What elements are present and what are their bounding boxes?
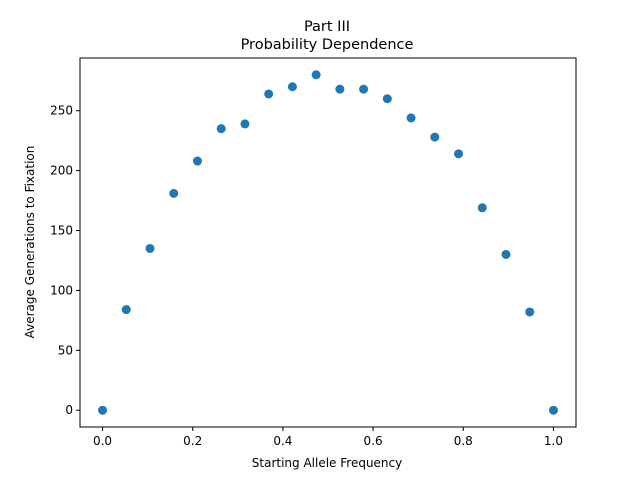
y-tick-label: 150 <box>50 224 73 238</box>
data-point <box>406 113 416 123</box>
data-point <box>359 84 369 94</box>
y-tick-label: 200 <box>50 164 73 178</box>
x-tick-label: 0.0 <box>93 434 112 448</box>
data-point <box>287 82 297 92</box>
data-point <box>311 70 321 80</box>
data-point <box>501 249 511 259</box>
x-axis-label: Starting Allele Frequency <box>252 456 402 470</box>
x-tick-label: 1.0 <box>544 434 563 448</box>
data-point <box>145 243 155 253</box>
chart-subtitle: Probability Dependence <box>241 37 414 53</box>
data-point <box>525 307 535 317</box>
data-point <box>240 119 250 129</box>
data-point <box>548 405 558 415</box>
data-point <box>169 188 179 198</box>
x-tick-label: 0.2 <box>183 434 202 448</box>
y-tick-label: 0 <box>65 403 73 417</box>
chart-title: Part III <box>304 19 350 35</box>
x-tick-label: 0.8 <box>454 434 473 448</box>
axes-frame <box>79 57 577 428</box>
x-tick-label: 0.6 <box>364 434 383 448</box>
y-axis-label: Average Generations to Fixation <box>23 146 37 339</box>
data-point <box>98 405 108 415</box>
data-point <box>477 203 487 213</box>
data-point <box>216 124 226 134</box>
data-point <box>121 305 131 315</box>
data-point <box>264 89 274 99</box>
y-tick-label: 100 <box>50 283 73 297</box>
data-point <box>454 149 464 159</box>
data-point <box>335 84 345 94</box>
x-tick-label: 0.4 <box>273 434 292 448</box>
y-tick-label: 250 <box>50 104 73 118</box>
y-tick-label: 50 <box>58 343 73 357</box>
data-point <box>382 94 392 104</box>
data-point <box>192 156 202 166</box>
data-point <box>430 132 440 142</box>
plot-area: 0.0 0.2 0.4 0.6 0.8 1.0 0 50 100 150 200 250 <box>50 57 577 448</box>
